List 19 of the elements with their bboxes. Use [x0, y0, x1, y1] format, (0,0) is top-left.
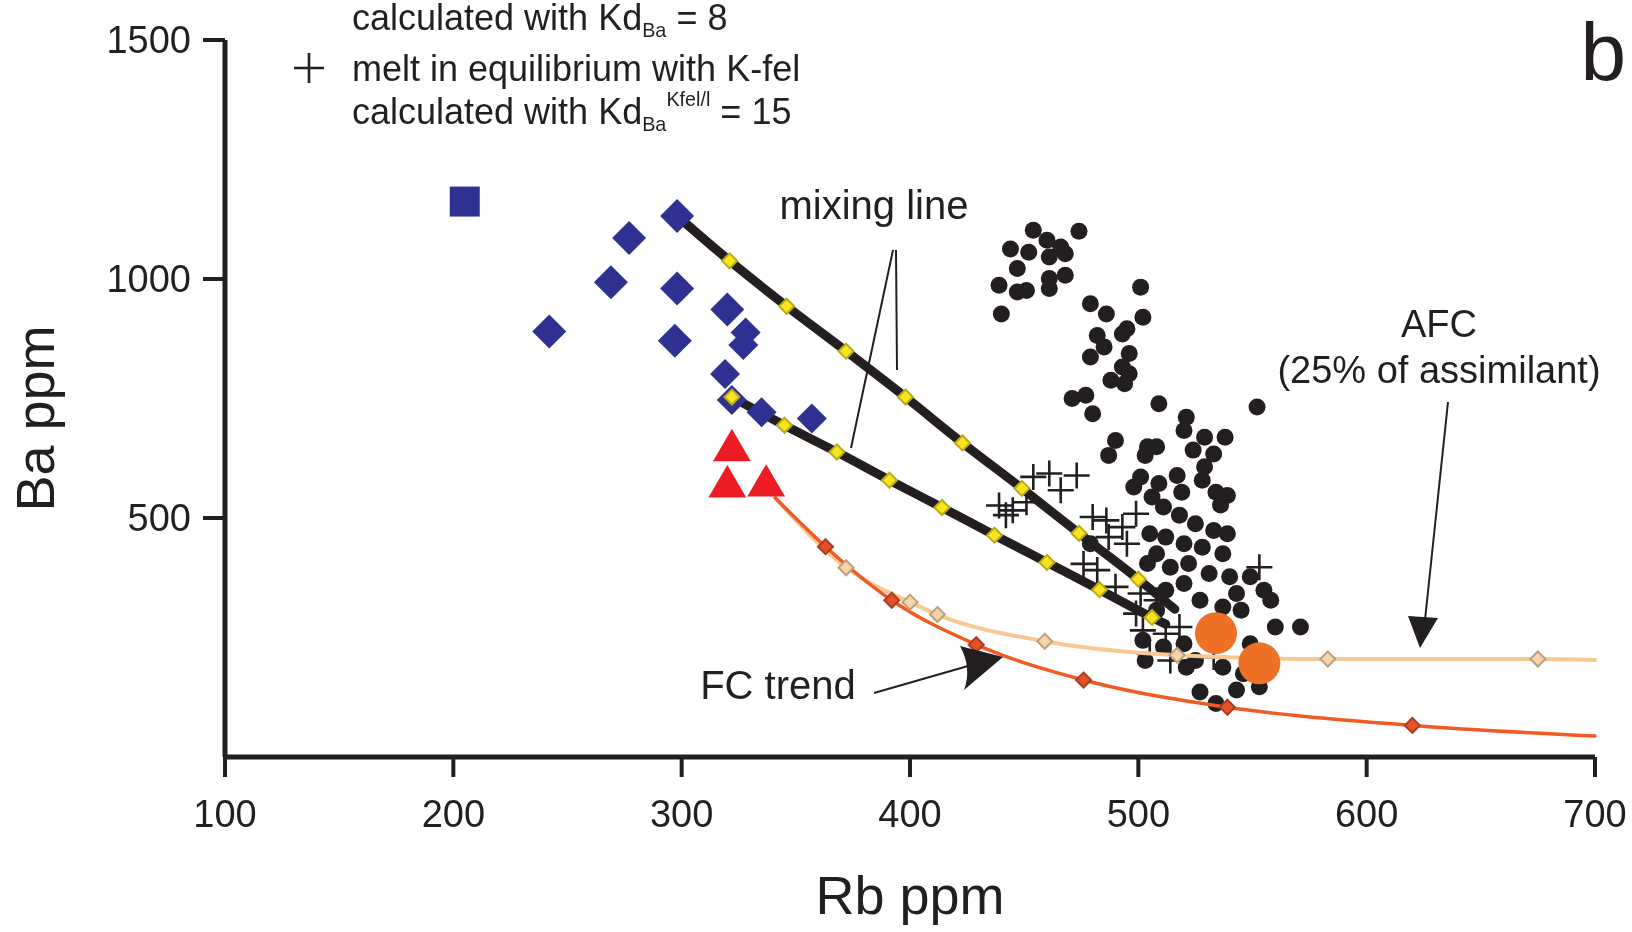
x-tick-label: 300 [649, 793, 714, 835]
x-tick-label: 700 [1563, 793, 1627, 835]
x-tick-label: 100 [193, 793, 257, 835]
y-tick-label: 1500 [106, 19, 191, 62]
x-tick-label: 500 [1106, 793, 1171, 835]
annotation: calculated with Kd$_{Ba}$$^{Kfel/l}$ = 15 [352, 88, 792, 135]
annotation: mixing line [779, 183, 969, 227]
y-tick-label: 1000 [106, 258, 191, 301]
y-tick-label: 500 [127, 497, 191, 540]
annotation: calculated with Kd$_{Ba}$ = 8 [352, 0, 728, 41]
x-axis-title: Rb ppm [815, 865, 1005, 925]
annotation: AFC (25% of assimilant) [1277, 303, 1601, 391]
x-tick-label: 400 [878, 793, 942, 835]
x-tick-label: 600 [1334, 793, 1399, 835]
x-tick-label: 200 [421, 793, 486, 835]
legend-label: melt in equilibrium with K-fel [352, 47, 801, 89]
annotation: FC trend [700, 663, 856, 707]
y-axis-title: Ba ppm [5, 325, 65, 512]
annotation: b [1580, 6, 1626, 97]
